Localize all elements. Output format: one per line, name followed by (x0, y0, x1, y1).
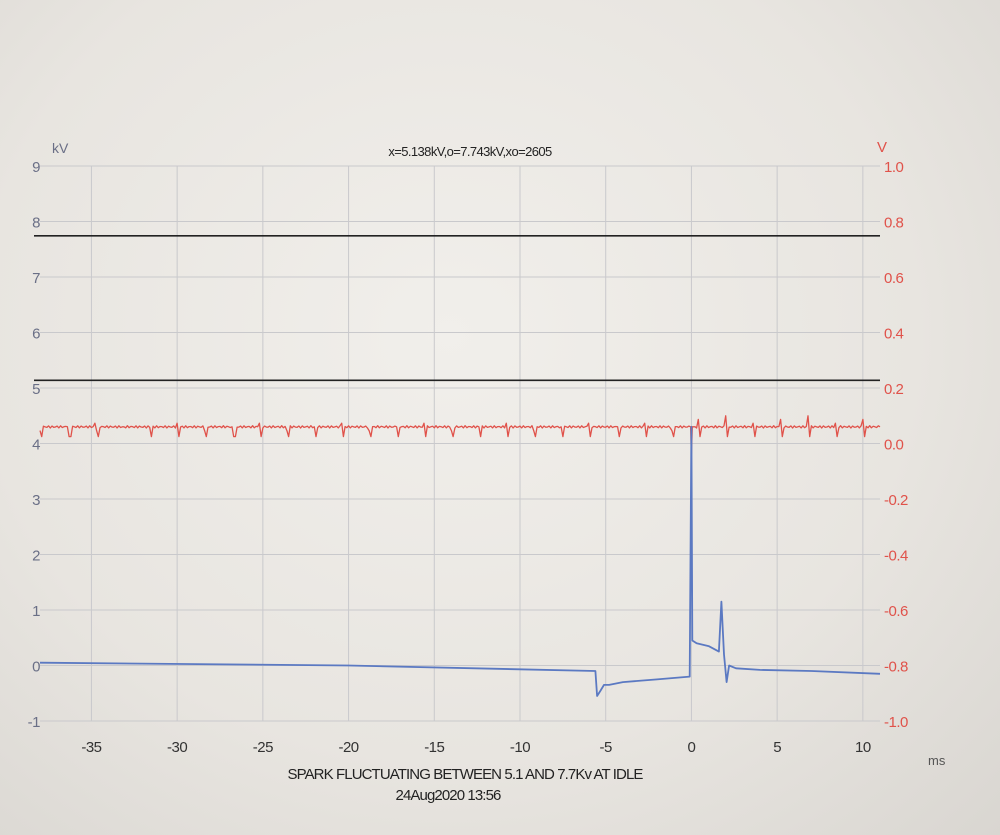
x-tick-label: -30 (167, 739, 187, 756)
x-tick-label: -5 (600, 739, 612, 756)
chart-caption: SPARK FLUCTUATING BETWEEN 5.1 AND 7.7Kv … (287, 766, 643, 783)
x-tick-label: -25 (253, 739, 273, 756)
left-tick-label: 3 (32, 492, 40, 509)
x-tick-label: -15 (424, 739, 444, 756)
x-axis-ticks: -35 -30 -25 -20 -15 -10 -5 0 5 10 (81, 739, 871, 756)
chart-timestamp: 24Aug2020 13:56 (396, 787, 502, 804)
left-tick-label: 0 (32, 659, 40, 676)
left-tick-label: 6 (32, 326, 40, 343)
series-group (39, 415, 881, 697)
right-tick-label: -0.2 (884, 492, 908, 509)
x-axis-unit: ms (928, 753, 946, 768)
series-primary-voltage (39, 415, 881, 456)
left-tick-label: 5 (32, 381, 40, 398)
x-tick-label: -35 (81, 739, 101, 756)
right-tick-label: -1.0 (884, 714, 908, 731)
left-axis-unit: kV (52, 140, 69, 156)
grid (40, 165, 880, 722)
left-tick-label: 8 (32, 215, 40, 232)
measurement-header: x=5.138kV,o=7.743kV,xo=2605 (388, 144, 552, 159)
right-axis-ticks: -1.0 -0.8 -0.6 -0.4 -0.2 0.0 0.2 0.4 0.6 0.8 1.0 (884, 159, 909, 731)
x-tick-label: -10 (510, 739, 530, 756)
right-tick-label: 0.6 (884, 270, 904, 287)
right-tick-label: 0.0 (884, 437, 904, 454)
left-tick-label: 2 (32, 548, 40, 565)
left-tick-label: 4 (32, 437, 40, 454)
left-tick-label: 7 (32, 270, 40, 287)
left-tick-label: 9 (32, 159, 40, 176)
x-tick-label: -20 (338, 739, 358, 756)
cursor-lines (34, 234, 880, 382)
left-tick-label: 1 (32, 603, 40, 620)
right-axis-unit: V (877, 139, 887, 156)
x-tick-label: 10 (855, 739, 871, 756)
left-tick-label: -1 (28, 714, 40, 731)
right-tick-label: 0.8 (884, 215, 904, 232)
right-tick-label: 0.2 (884, 381, 904, 398)
right-tick-label: 1.0 (884, 159, 904, 176)
series-secondary-kv (39, 425, 881, 697)
right-tick-label: 0.4 (884, 326, 904, 343)
x-tick-label: 0 (688, 739, 696, 756)
left-axis-ticks: -1 0 1 2 3 4 5 6 7 8 9 (28, 159, 41, 731)
right-tick-label: -0.6 (884, 603, 908, 620)
right-tick-label: -0.4 (884, 548, 908, 565)
right-tick-label: -0.8 (884, 659, 908, 676)
x-tick-label: 5 (773, 739, 781, 756)
